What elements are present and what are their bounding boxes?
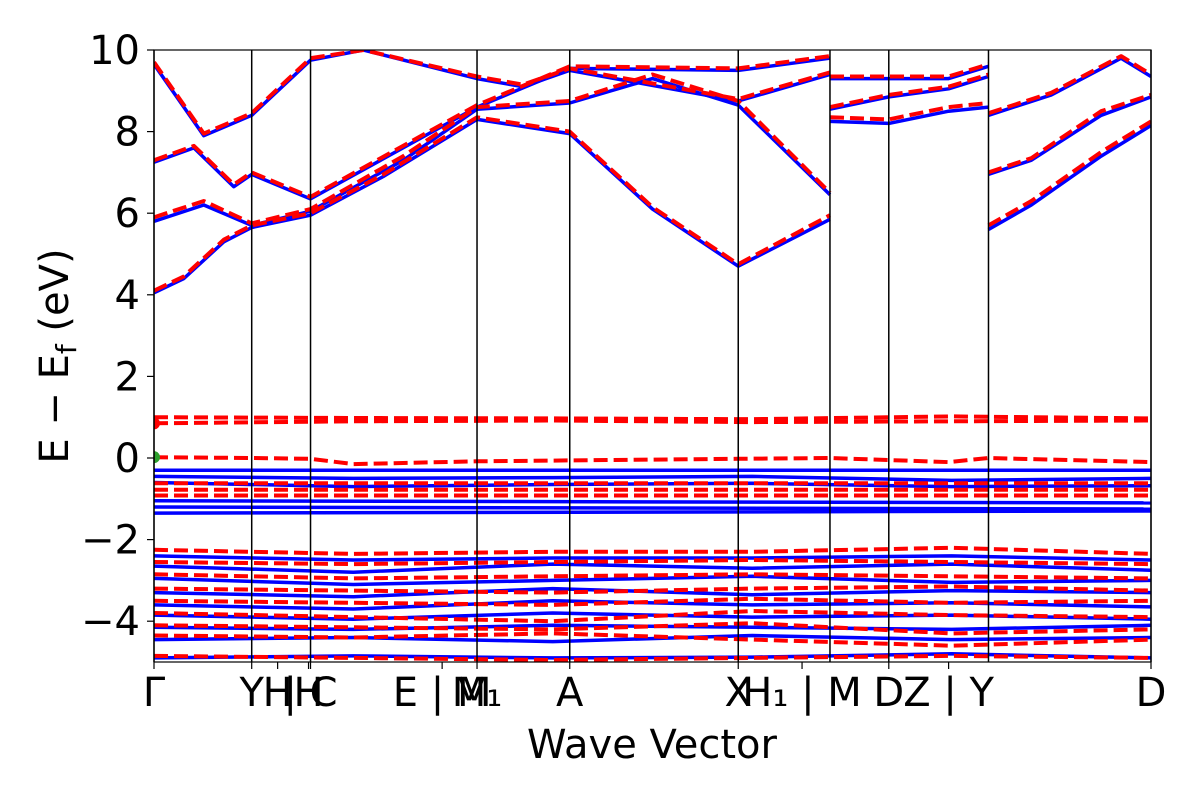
band-marker-0 <box>154 417 160 430</box>
dashed-band-7 <box>987 119 1151 228</box>
x-tick-label-5: E | M <box>393 670 492 716</box>
dashed-band-22 <box>154 621 1151 636</box>
solid-band-17 <box>154 562 1151 574</box>
x-tick-label-6: M₁ <box>452 670 503 716</box>
dashed-band-4 <box>829 101 989 122</box>
y-axis-ticks: 10 8 6 4 2 0 −2 −4 <box>81 28 154 645</box>
y-axis-title-sub: f <box>50 343 83 354</box>
y-tick-label-3: 4 <box>115 273 140 319</box>
dashed-band-21 <box>154 609 1151 624</box>
dashed-band-11 <box>154 418 1151 426</box>
dashed-band-6 <box>830 62 990 79</box>
solid-band-6 <box>830 64 990 81</box>
dashed-band-8 <box>987 92 1151 175</box>
y-tick-label-5: 0 <box>115 436 140 482</box>
x-tick-label-4: | C <box>283 670 337 716</box>
solid-band-14 <box>154 505 1151 511</box>
y-tick-label-7: −4 <box>81 599 140 645</box>
band-marker-1 <box>154 451 160 464</box>
y-axis-title: E − Ef (eV) <box>32 248 83 463</box>
x-tick-label-1: Y <box>238 670 264 716</box>
y-tick-label-0: 10 <box>89 28 140 74</box>
x-tick-label-2: H <box>263 670 293 716</box>
solid-band-7 <box>987 124 1151 232</box>
dashed-band-3 <box>154 50 831 136</box>
x-tick-label-0: Γ <box>143 670 166 716</box>
solid-band-18 <box>154 574 1151 587</box>
solid-band-4 <box>829 105 989 126</box>
y-tick-label-4: 2 <box>115 354 140 400</box>
plot-frame <box>153 49 1152 663</box>
dashed-band-17 <box>154 558 1151 567</box>
y-axis-title-main: E − E <box>32 354 78 464</box>
x-tick-label-11: Z | Y <box>903 670 994 716</box>
dashed-band-9 <box>987 54 1151 116</box>
y-axis-title-unit: (eV) <box>32 248 78 344</box>
dashed-band-0 <box>154 115 831 293</box>
solid-band-19 <box>154 586 1151 599</box>
x-tick-label-9: H₁ | M <box>742 670 862 716</box>
x-tick-label-12: D <box>1136 670 1167 716</box>
solid-band-13 <box>154 499 1151 505</box>
x-tick-label-8: X <box>725 670 752 716</box>
dashed-band-1 <box>154 72 832 226</box>
solid-band-16 <box>154 554 1151 562</box>
bands-layer <box>154 50 1151 662</box>
x-tick-label-7: A <box>556 670 584 716</box>
dashed-band-18 <box>154 572 1151 581</box>
dashed-band-12 <box>154 455 1151 467</box>
dashed-band-5 <box>829 72 990 110</box>
dashed-band-23 <box>154 631 1151 648</box>
dashed-band-16 <box>154 545 1151 556</box>
solid-band-12 <box>154 480 1151 489</box>
x-axis-title: Wave Vector <box>527 722 778 768</box>
x-tick-label-10: D <box>873 670 904 716</box>
x-tick-label-3: H <box>293 670 323 716</box>
y-tick-label-1: 8 <box>115 110 140 156</box>
solid-band-11 <box>154 474 1151 483</box>
y-tick-label-6: −2 <box>81 518 140 564</box>
dashed-band-19 <box>154 584 1151 595</box>
solid-band-22 <box>154 623 1151 632</box>
y-tick-label-2: 6 <box>115 191 140 237</box>
dashed-band-10 <box>154 414 1151 422</box>
dashed-band-20 <box>154 596 1151 607</box>
dashed-band-24 <box>154 653 1151 662</box>
solid-band-15 <box>154 509 1151 515</box>
